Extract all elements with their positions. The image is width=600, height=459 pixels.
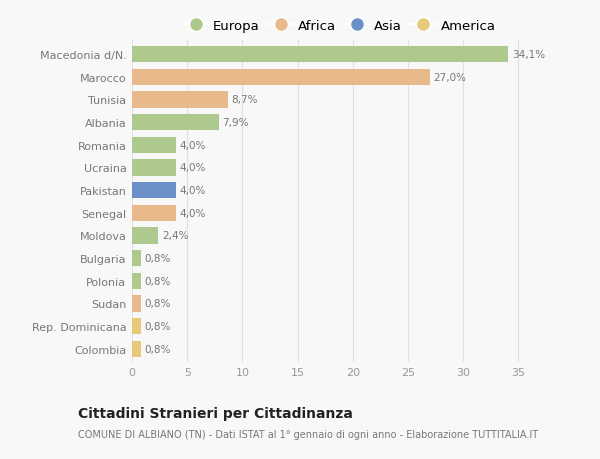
- Text: 8,7%: 8,7%: [232, 95, 258, 105]
- Text: 0,8%: 0,8%: [144, 253, 170, 263]
- Text: 27,0%: 27,0%: [433, 73, 466, 83]
- Bar: [132, 160, 176, 176]
- Bar: [132, 69, 430, 86]
- Text: 0,8%: 0,8%: [144, 299, 170, 309]
- Bar: [132, 115, 219, 131]
- Bar: [132, 47, 508, 63]
- Bar: [132, 296, 141, 312]
- Text: Cittadini Stranieri per Cittadinanza: Cittadini Stranieri per Cittadinanza: [78, 406, 353, 420]
- Legend: Europa, Africa, Asia, America: Europa, Africa, Asia, America: [179, 16, 499, 37]
- Text: 4,0%: 4,0%: [179, 163, 206, 173]
- Bar: [132, 341, 141, 357]
- Text: 0,8%: 0,8%: [144, 344, 170, 354]
- Text: COMUNE DI ALBIANO (TN) - Dati ISTAT al 1° gennaio di ogni anno - Elaborazione TU: COMUNE DI ALBIANO (TN) - Dati ISTAT al 1…: [78, 429, 538, 439]
- Bar: [132, 137, 176, 154]
- Text: 7,9%: 7,9%: [223, 118, 249, 128]
- Bar: [132, 250, 141, 267]
- Text: 2,4%: 2,4%: [162, 231, 188, 241]
- Bar: [132, 318, 141, 335]
- Text: 34,1%: 34,1%: [512, 50, 545, 60]
- Bar: [132, 205, 176, 221]
- Text: 4,0%: 4,0%: [179, 185, 206, 196]
- Text: 4,0%: 4,0%: [179, 208, 206, 218]
- Bar: [132, 273, 141, 289]
- Bar: [132, 183, 176, 199]
- Text: 0,8%: 0,8%: [144, 276, 170, 286]
- Bar: [132, 228, 158, 244]
- Text: 4,0%: 4,0%: [179, 140, 206, 151]
- Bar: [132, 92, 228, 108]
- Text: 0,8%: 0,8%: [144, 321, 170, 331]
